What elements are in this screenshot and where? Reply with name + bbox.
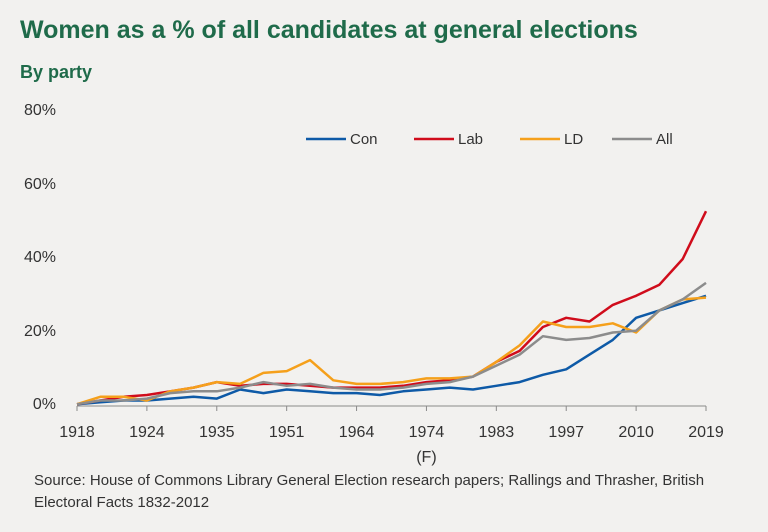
legend-label: Lab [458, 131, 483, 148]
x-tick-label: 1964 [338, 424, 375, 441]
legend-item-ld: LD [520, 131, 583, 148]
y-tick-label: 20% [23, 322, 56, 340]
x-tick-label: 1983 [478, 424, 515, 441]
y-tick-label: 40% [23, 249, 56, 266]
chart-legend: Con Lab LD All [306, 131, 673, 148]
x-tick-sublabel: (F) [416, 449, 437, 466]
x-tick-label: 1935 [198, 424, 235, 441]
legend-label: LD [564, 131, 583, 148]
legend-label: All [656, 131, 673, 148]
chart-axes [76, 405, 707, 411]
x-tick-label: 1974 [408, 424, 445, 441]
chart-lines [76, 210, 708, 406]
x-tick-label: 1997 [548, 424, 585, 441]
legend-item-con: Con [306, 131, 378, 148]
legend-label: Con [350, 131, 378, 148]
y-tick-label: 0% [32, 396, 56, 413]
x-tick-label: 1918 [59, 424, 95, 441]
series-line-all [76, 281, 707, 406]
source-note: Source: House of Commons Library General… [34, 472, 705, 511]
legend-item-lab: Lab [414, 131, 483, 148]
legend-item-all: All [612, 131, 673, 148]
x-tick-label: 2010 [618, 424, 654, 441]
series-line-ld [76, 296, 707, 406]
y-tick-label: 80% [23, 102, 56, 119]
x-tick-label: 2019 [688, 424, 724, 441]
y-tick-label: 60% [23, 175, 56, 193]
series-line-lab [76, 210, 708, 406]
series-line-con [76, 294, 707, 406]
x-tick-label: 1924 [129, 424, 165, 441]
x-tick-label: 1951 [268, 424, 305, 441]
chart-title: Women as a % of all candidates at genera… [20, 16, 638, 44]
chart-subtitle: By party [20, 62, 93, 82]
